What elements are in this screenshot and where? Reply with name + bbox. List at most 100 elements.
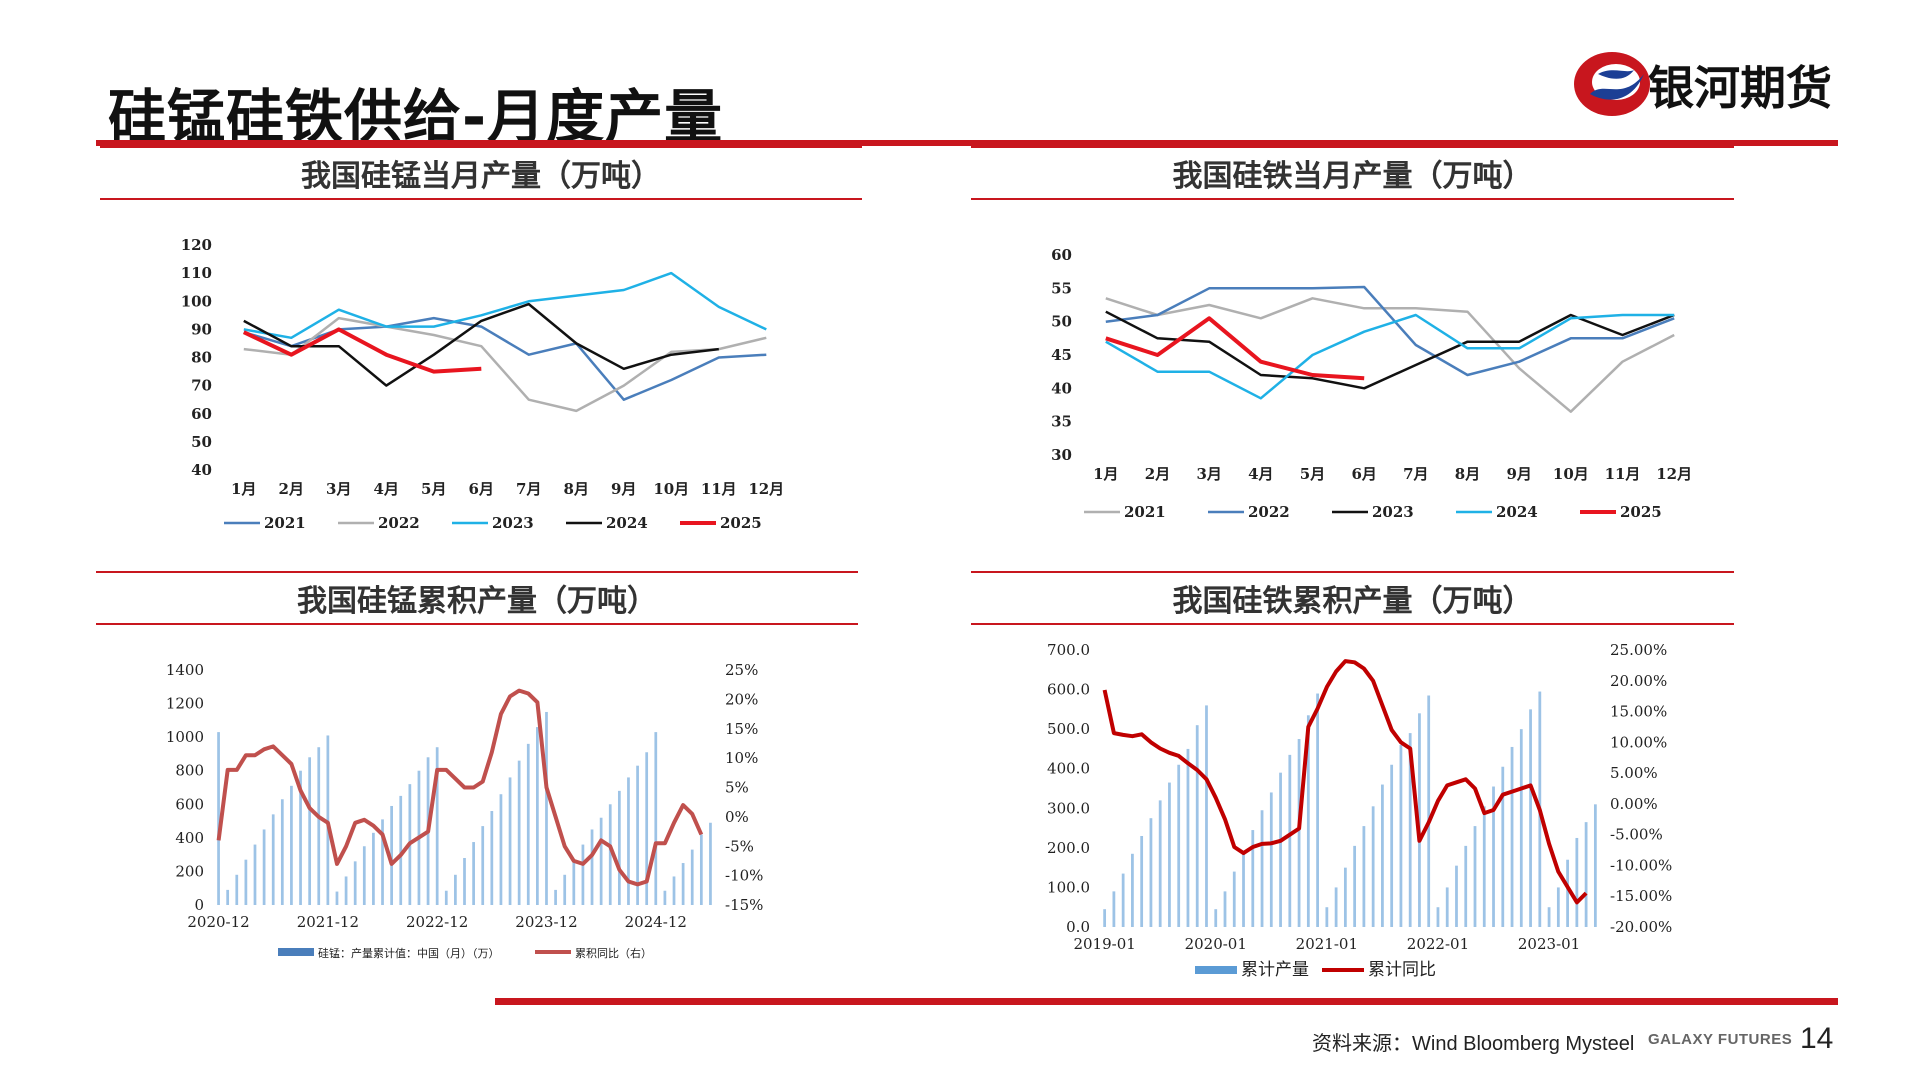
bar: [1306, 715, 1310, 927]
y-left-tick-label: 800: [175, 762, 204, 780]
x-tick-label: 8月: [564, 480, 589, 498]
bar: [699, 834, 703, 905]
bar: [1482, 806, 1486, 927]
x-tick-label: 7月: [516, 480, 541, 498]
bar: [617, 790, 621, 905]
bar: [262, 829, 266, 905]
y-tick-label: 55: [1051, 279, 1072, 297]
bar: [1371, 806, 1375, 927]
y-tick-label: 70: [191, 377, 212, 395]
bar: [1519, 729, 1523, 927]
legend-label-2022: 2022: [378, 514, 420, 532]
bar: [1399, 744, 1403, 927]
x-tick-label: 2021-12: [297, 913, 359, 931]
bar: [1547, 907, 1551, 927]
legend-label-2021: 2021: [264, 514, 306, 532]
bar: [1418, 713, 1421, 927]
bar: [645, 752, 649, 905]
x-tick-label: 6月: [1351, 465, 1376, 483]
bar: [1232, 871, 1236, 927]
bar: [1186, 748, 1190, 927]
y-left-tick-label: 1000: [166, 728, 204, 746]
bar: [317, 747, 321, 905]
bar: [1177, 764, 1181, 927]
fesi-cumulative-output-chart: 0.0 100.0 200.0 300.0 400.0 500.0 600.0 700.0 -2…: [1047, 641, 1672, 980]
footer-divider: [495, 998, 1838, 1005]
x-tick-label: 10月: [653, 480, 689, 498]
bar: [1260, 810, 1264, 927]
bar: [1112, 891, 1116, 927]
legend-label-2023: 2023: [492, 514, 534, 532]
legend-label-2025: 2025: [1620, 503, 1662, 521]
x-tick-label: 2022-12: [406, 913, 468, 931]
bar: [681, 863, 685, 905]
bar: [490, 811, 494, 905]
bar: [280, 799, 284, 905]
bar: [1510, 746, 1514, 927]
y-right-tick-label: -5.00%: [1610, 826, 1663, 844]
y-left-tick-label: 400.0: [1047, 760, 1090, 778]
bar: [1251, 830, 1255, 927]
legend-label-2023: 2023: [1372, 503, 1414, 521]
bar: [1279, 772, 1282, 927]
bar: [599, 817, 603, 905]
y-right-tick-label: 25.00%: [1610, 641, 1667, 659]
bar: [1501, 766, 1505, 927]
bar: [217, 732, 220, 905]
series-line-2023: [243, 271, 767, 340]
bar: [1269, 792, 1273, 927]
bar: [1455, 865, 1458, 927]
bar: [463, 858, 466, 905]
chart1-title: 我国硅锰当月产量（万吨）: [100, 146, 862, 200]
bar: [335, 891, 339, 905]
bar: [1334, 887, 1338, 927]
y-tick-label: 110: [181, 264, 212, 282]
bar: [399, 795, 403, 905]
bar: [1140, 835, 1144, 927]
legend-swatch-bars: [278, 948, 314, 956]
x-tick-label: 2022-01: [1407, 935, 1469, 953]
x-tick-label: 11月: [701, 480, 737, 498]
legend-label-2022: 2022: [1248, 503, 1290, 521]
bar: [1103, 909, 1107, 927]
yoy-line: [216, 688, 704, 887]
x-tick-label: 3月: [1196, 465, 1221, 483]
bar: [517, 760, 521, 905]
bar: [353, 861, 357, 905]
x-tick-label: 9月: [1506, 465, 1531, 483]
bar: [1436, 907, 1440, 927]
y-tick-label: 60: [1051, 246, 1072, 264]
legend-label-2024: 2024: [1496, 503, 1538, 521]
y-left-tick-label: 200: [175, 862, 204, 880]
bar: [1195, 725, 1199, 927]
bar: [663, 890, 667, 905]
legend-label-2024: 2024: [606, 514, 648, 532]
y-right-tick-label: 0.00%: [1610, 795, 1658, 813]
chart2-title: 我国硅铁当月产量（万吨）: [971, 146, 1734, 200]
bar: [1214, 909, 1218, 927]
legend-label-bars: 硅锰：产量累计值：中国（月）（万）: [318, 946, 500, 960]
x-tick-label: 2024-12: [625, 913, 687, 931]
bar: [1473, 826, 1477, 927]
bar: [472, 842, 475, 905]
legend-label-line: 累积同比（右）: [575, 946, 652, 960]
x-tick-label: 11月: [1605, 465, 1641, 483]
series-line-2024: [1105, 313, 1675, 400]
fesi-monthly-output-chart: 30 35 40 45 50 55 60 1月 2月 3月 4月 5月 6月 7月 8月 9月 10月 11月 12…: [1051, 246, 1692, 521]
x-tick-label: 2月: [1145, 465, 1170, 483]
y-left-tick-label: 0.0: [1066, 918, 1090, 936]
y-left-tick-label: 600: [175, 795, 204, 813]
bar: [290, 785, 293, 905]
y-right-tick-label: -10%: [725, 867, 763, 885]
x-tick-label: 2020-12: [187, 913, 249, 931]
y-left-tick-label: 200.0: [1047, 839, 1090, 857]
y-tick-label: 45: [1051, 346, 1072, 364]
bar: [1584, 822, 1588, 927]
bar: [390, 805, 393, 905]
bar: [372, 832, 375, 905]
x-tick-label: 12月: [1656, 465, 1692, 483]
bar: [362, 846, 366, 905]
bar: [308, 757, 312, 905]
bar: [672, 876, 676, 905]
bar: [563, 874, 567, 905]
